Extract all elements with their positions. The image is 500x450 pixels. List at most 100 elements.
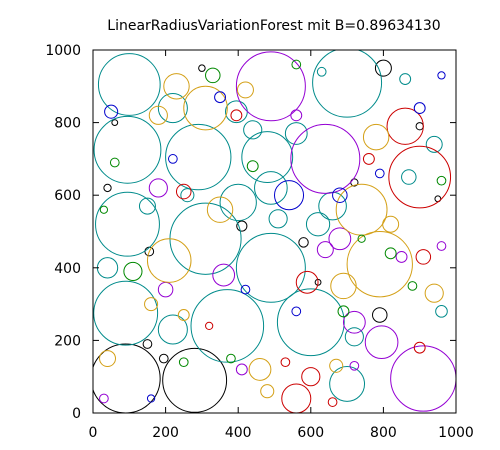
- circle-s1-p28: [180, 188, 195, 203]
- circle-s1-p16: [157, 314, 188, 345]
- circle-s5-p8: [146, 394, 156, 403]
- circle-s2-p4: [212, 263, 236, 287]
- y-tick-label-5: 1000: [45, 43, 81, 59]
- x-tick-label-4: 800: [370, 425, 397, 441]
- x-tick-label-5: 1000: [438, 425, 474, 441]
- circle-s2-p2: [235, 51, 306, 122]
- x-tick-label-1: 200: [152, 425, 179, 441]
- series-6: [99, 59, 447, 368]
- circle-s0-p2: [374, 59, 392, 77]
- circle-s1-p5: [276, 288, 345, 357]
- circle-s4-p8: [248, 358, 272, 381]
- circle-s5-p3: [413, 102, 426, 115]
- circle-s3-p12: [280, 357, 291, 368]
- circle-s0-p0: [93, 343, 161, 413]
- circle-s6-p2: [384, 247, 397, 260]
- circle-s3-p2: [175, 183, 192, 200]
- circle-s2-p15: [99, 393, 109, 404]
- circle-s5-p9: [240, 284, 251, 295]
- series-3: [175, 107, 452, 413]
- circle-s3-p1: [386, 107, 424, 145]
- circle-s6-p8: [291, 59, 302, 70]
- circle-s2-p5: [364, 325, 399, 360]
- circle-s1-p20: [138, 197, 156, 215]
- circle-s6-p11: [357, 234, 366, 243]
- y-tick-label-1: 200: [54, 333, 81, 349]
- series-4: [99, 73, 444, 399]
- circle-s4-p16: [177, 309, 190, 321]
- circle-s1-p8: [165, 123, 232, 191]
- circle-s1-p23: [401, 169, 417, 185]
- circle-s4-p4: [163, 73, 190, 100]
- circle-s5-p5: [168, 154, 178, 164]
- circle-s4-p7: [330, 272, 357, 300]
- circle-s4-p9: [148, 105, 168, 125]
- circle-s1-p22: [344, 327, 364, 347]
- circle-s3-p9: [327, 397, 338, 407]
- circle-s2-p8: [148, 178, 168, 198]
- circle-s1-p29: [435, 305, 448, 318]
- circle-s5-p2: [104, 104, 119, 119]
- x-tick-label-2: 400: [225, 425, 252, 441]
- circle-s5-p0: [274, 180, 305, 211]
- circle-s4-p13: [424, 283, 444, 303]
- circle-s6-p3: [109, 157, 120, 168]
- circle-s1-p24: [243, 120, 263, 140]
- circle-s1-p10: [241, 131, 294, 183]
- circle-s1-p11: [219, 183, 257, 222]
- circle-s0-p7: [142, 339, 153, 349]
- circle-s6-p0: [123, 261, 143, 282]
- circle-s1-p30: [316, 66, 327, 77]
- circle-s1-p2: [95, 191, 160, 257]
- circle-s6-p5: [436, 175, 447, 186]
- y-tick-label-4: 800: [54, 116, 81, 132]
- circle-s4-p12: [99, 350, 117, 368]
- series-1: [93, 50, 448, 402]
- circle-s3-p5: [301, 367, 321, 387]
- circle-s0-p12: [103, 183, 112, 193]
- circle-s6-p6: [337, 305, 350, 318]
- circle-s3-p3: [295, 270, 319, 294]
- circle-s2-p3: [316, 241, 334, 259]
- circle-s5-p4: [214, 91, 226, 104]
- x-axis: 0 200 400 600 800 1000: [89, 50, 474, 441]
- circle-s1-p13: [157, 93, 188, 124]
- circle-s1-p3: [93, 280, 159, 346]
- circle-s1-p17: [329, 366, 366, 402]
- circle-s4-p6: [206, 196, 234, 223]
- y-tick-label-2: 400: [54, 261, 81, 277]
- circle-s6-p10: [407, 281, 418, 291]
- circle-s0-p1: [162, 347, 228, 413]
- circle-s1-p4: [235, 232, 306, 303]
- circle-s2-p11: [395, 250, 408, 263]
- circle-s1-p15: [305, 212, 331, 237]
- circle-s5-p1: [332, 187, 348, 203]
- circle-s3-p7: [415, 249, 432, 265]
- circle-s0-p8: [158, 353, 169, 364]
- x-tick-label-3: 600: [297, 425, 324, 441]
- y-tick-label-3: 600: [54, 188, 81, 204]
- circle-s5-p7: [374, 168, 385, 179]
- circle-s1-p18: [284, 122, 308, 145]
- circle-s5-p10: [437, 71, 446, 80]
- circle-s3-p10: [413, 341, 426, 354]
- circle-s6-p4: [246, 160, 259, 173]
- circle-s4-p10: [236, 81, 254, 99]
- circle-s2-p0: [290, 123, 361, 194]
- circle-s2-p12: [290, 109, 303, 122]
- circle-s4-p11: [382, 215, 400, 233]
- circle-s6-p7: [99, 205, 109, 214]
- circle-s2-p6: [342, 310, 366, 334]
- circle-s1-p19: [268, 209, 288, 229]
- circle-s3-p6: [230, 109, 243, 122]
- circle-s2-p14: [349, 360, 360, 371]
- plot-marks: [93, 50, 456, 413]
- circle-s1-p12: [254, 171, 288, 205]
- circle-s1-p7: [312, 50, 383, 118]
- circle-s0-p3: [236, 220, 248, 232]
- circle-s3-p8: [362, 152, 375, 165]
- circle-s3-p0: [388, 145, 452, 209]
- plot-frame: [92, 49, 457, 414]
- circle-s1-p27: [425, 135, 443, 153]
